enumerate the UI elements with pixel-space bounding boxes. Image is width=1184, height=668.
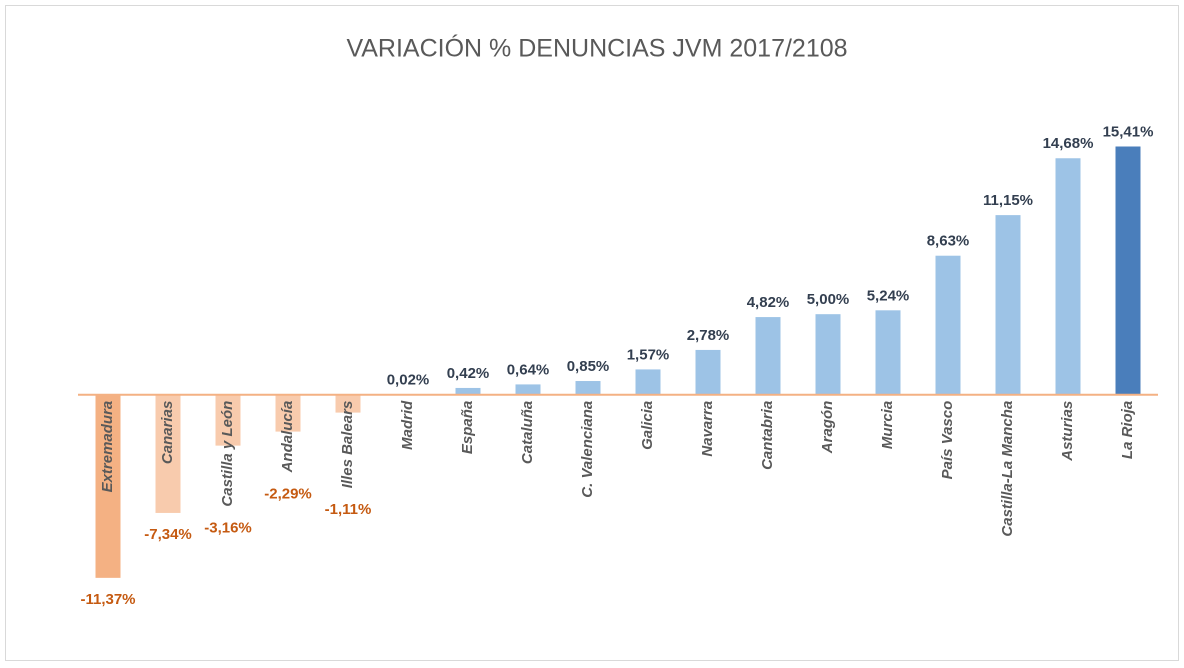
x-tick-label: Asturias bbox=[1059, 401, 1076, 462]
x-tick-label: Murcia bbox=[879, 401, 896, 449]
bar bbox=[1055, 158, 1081, 395]
x-tick-label: País Vasco bbox=[939, 401, 956, 480]
value-label: 2,78% bbox=[687, 327, 730, 344]
value-label: -11,37% bbox=[80, 591, 135, 608]
x-tick-label: Navarra bbox=[699, 401, 716, 457]
value-label: 15,41% bbox=[1103, 123, 1154, 140]
bar bbox=[455, 387, 481, 395]
bar bbox=[95, 394, 121, 578]
x-tick-label: Castilla y León bbox=[219, 401, 236, 507]
value-label: 4,82% bbox=[747, 294, 790, 311]
value-label: -7,34% bbox=[144, 526, 192, 543]
bar bbox=[695, 349, 721, 395]
x-tick-label: C. Valenciana bbox=[579, 401, 596, 498]
bar bbox=[935, 255, 961, 395]
x-tick-label: España bbox=[459, 401, 476, 454]
value-label: -3,16% bbox=[204, 520, 252, 537]
value-label: 1,57% bbox=[627, 346, 670, 363]
chart-title: VARIACIÓN % DENUNCIAS JVM 2017/2108 bbox=[346, 34, 847, 63]
bar bbox=[335, 394, 361, 413]
value-label: 0,02% bbox=[387, 371, 430, 388]
x-tick-label: Aragón bbox=[819, 401, 836, 455]
x-tick-label: Castilla-La Mancha bbox=[999, 401, 1016, 537]
x-tick-label: Canarias bbox=[159, 401, 176, 464]
value-label: -2,29% bbox=[264, 485, 312, 502]
value-label: -1,11% bbox=[325, 501, 372, 518]
bar bbox=[575, 381, 601, 395]
bar bbox=[815, 314, 841, 395]
value-label: 5,24% bbox=[867, 287, 910, 304]
value-label: 0,64% bbox=[507, 361, 550, 378]
x-tick-label: Cataluña bbox=[519, 401, 536, 464]
bar bbox=[155, 394, 181, 513]
bar bbox=[875, 310, 901, 395]
value-label: 14,68% bbox=[1043, 135, 1094, 152]
x-tick-label: Illes Balears bbox=[339, 401, 356, 489]
value-label: 8,63% bbox=[927, 233, 970, 250]
x-tick-label: Galicia bbox=[639, 401, 656, 450]
bar bbox=[635, 369, 661, 395]
x-tick-label: Andalucía bbox=[279, 401, 296, 474]
x-tick-label: Extremadura bbox=[99, 401, 116, 493]
x-tick-label: Cantabria bbox=[759, 401, 776, 470]
chart-frame bbox=[5, 5, 1179, 661]
bar bbox=[215, 394, 241, 446]
bar bbox=[995, 215, 1021, 395]
bar bbox=[755, 317, 781, 395]
bar bbox=[1115, 146, 1141, 395]
value-label: 0,42% bbox=[447, 365, 490, 382]
value-label: 11,15% bbox=[983, 192, 1033, 209]
value-label: 5,00% bbox=[807, 291, 850, 308]
bar bbox=[275, 394, 301, 432]
x-tick-label: La Rioja bbox=[1119, 401, 1136, 459]
bar bbox=[515, 384, 541, 395]
x-tick-label: Madrid bbox=[399, 400, 416, 450]
value-label: 0,85% bbox=[567, 358, 610, 375]
